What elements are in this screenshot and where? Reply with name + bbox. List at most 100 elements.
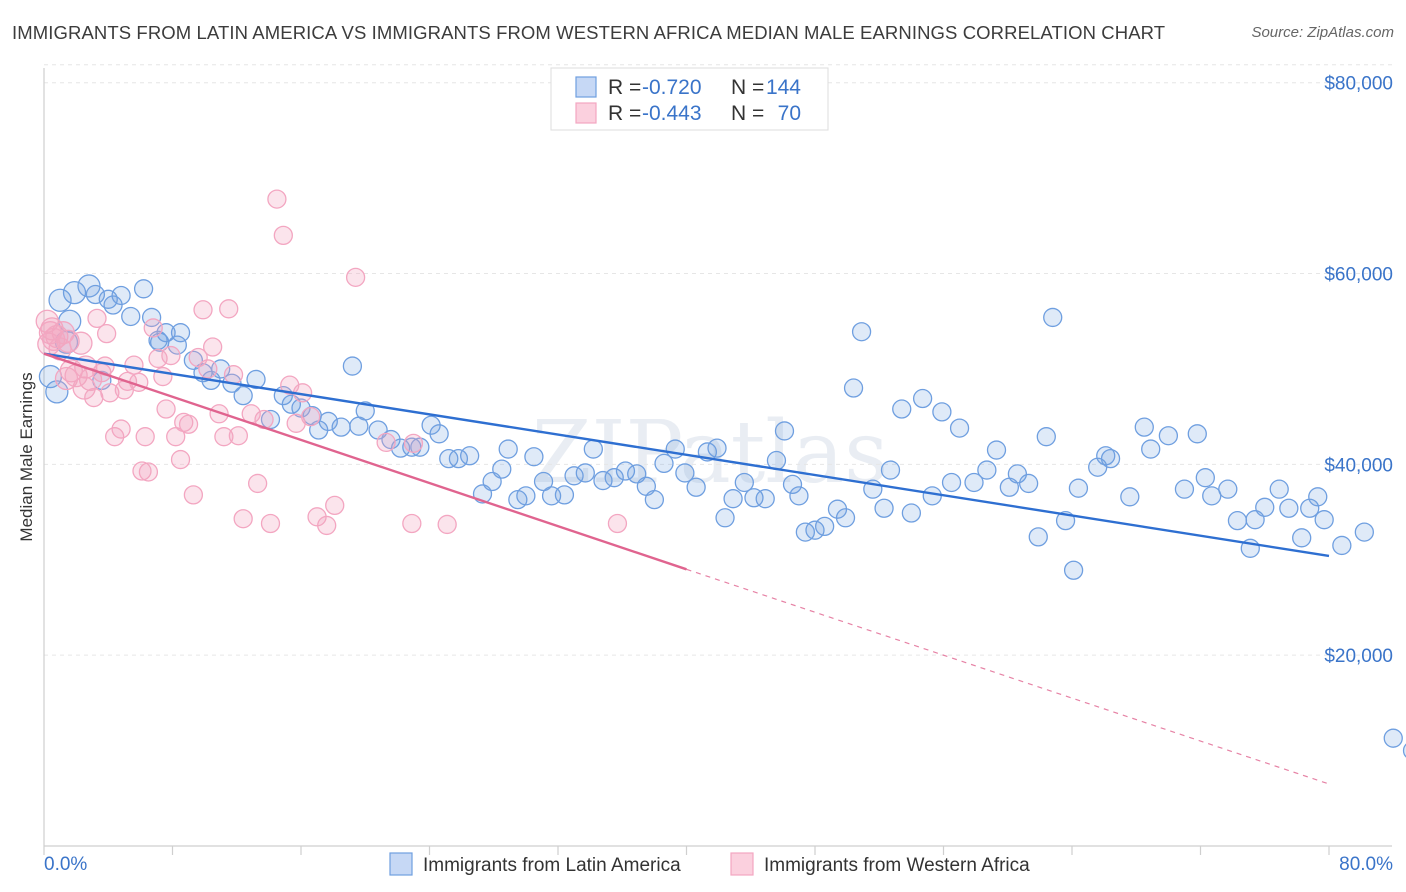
data-point: [782, 474, 803, 495]
legend-box: [550, 67, 829, 131]
x-ticks: [43, 846, 1330, 855]
data-point: [246, 369, 266, 390]
x-tick-label-min: 0.0%: [44, 854, 87, 875]
data-point: [524, 447, 544, 467]
data-point: [133, 279, 154, 299]
data-point: [675, 463, 695, 483]
y-tick-label: $60,000: [1324, 265, 1393, 286]
series-latin-america-points: [38, 274, 1406, 758]
data-point: [644, 490, 665, 510]
trend-line-1: [43, 352, 687, 571]
series-legend: Immigrants from Latin America Immigrants…: [389, 852, 1030, 876]
data-point: [138, 462, 159, 482]
data-point: [1174, 479, 1195, 499]
bottom-legend-swatch-latin-america: [389, 852, 413, 876]
data-point: [1096, 446, 1116, 466]
data-point: [223, 365, 244, 385]
data-point: [1279, 498, 1299, 518]
data-point: [193, 300, 213, 320]
trend-lines: [43, 352, 1330, 785]
data-point: [715, 508, 735, 528]
data-point: [1227, 510, 1248, 531]
legend-n-label-1: N =: [731, 102, 764, 125]
data-point: [851, 322, 872, 342]
data-point: [977, 460, 997, 480]
legend-r-label-0: R =: [608, 76, 641, 99]
data-point: [1120, 487, 1140, 507]
data-point: [1158, 426, 1179, 446]
data-point: [460, 446, 480, 466]
data-point: [880, 460, 901, 480]
legend-r-value-0: -0.720: [642, 76, 702, 99]
data-point: [516, 486, 536, 506]
y-axis-label: Median Male Earnings: [17, 372, 36, 541]
data-point: [686, 477, 706, 497]
data-point: [949, 418, 970, 438]
chart-title: IMMIGRANTS FROM LATIN AMERICA VS IMMIGRA…: [12, 22, 1166, 43]
data-point: [228, 426, 249, 446]
data-point: [331, 417, 351, 437]
data-point: [1202, 486, 1222, 506]
data-point: [615, 461, 636, 481]
grid-lines: [44, 64, 1392, 656]
data-point: [100, 383, 120, 403]
data-point: [774, 421, 795, 441]
trend-line-extension-1: [686, 568, 1330, 785]
data-point: [1255, 497, 1275, 517]
data-point: [922, 486, 942, 506]
data-point: [325, 495, 345, 516]
data-point: [1134, 417, 1154, 437]
data-point: [376, 432, 396, 453]
data-point: [437, 514, 457, 535]
data-point: [247, 473, 268, 494]
data-point: [986, 440, 1007, 460]
data-point: [912, 388, 933, 409]
data-point: [1292, 528, 1312, 548]
data-point: [170, 449, 191, 470]
data-point: [132, 461, 152, 481]
data-point: [1383, 728, 1403, 748]
data-point: [932, 402, 952, 422]
data-point: [345, 267, 366, 287]
data-point: [892, 399, 912, 419]
data-point: [1043, 307, 1063, 328]
data-point: [161, 345, 181, 366]
y-tick-label: $80,000: [1324, 74, 1393, 95]
data-point: [69, 331, 93, 355]
data-point: [498, 439, 518, 459]
data-point: [1141, 439, 1161, 459]
data-point: [203, 337, 223, 357]
data-point: [1218, 479, 1238, 499]
data-point: [1332, 535, 1352, 556]
data-point: [1354, 522, 1374, 542]
data-point: [124, 355, 144, 375]
data-point: [183, 485, 204, 505]
y-tick-label: $20,000: [1324, 646, 1393, 667]
data-point: [1068, 478, 1089, 498]
data-point: [665, 439, 685, 459]
data-point: [167, 335, 187, 355]
data-point: [448, 448, 469, 469]
data-point: [260, 513, 281, 534]
data-point: [219, 299, 239, 319]
data-point: [843, 378, 864, 398]
data-point: [654, 453, 674, 474]
data-point: [403, 433, 424, 454]
data-point: [355, 401, 375, 421]
data-point: [342, 356, 363, 376]
data-point: [111, 419, 131, 439]
data-point: [233, 509, 253, 529]
data-point: [111, 285, 131, 306]
data-point: [805, 520, 825, 540]
data-point: [554, 485, 575, 505]
data-point: [1028, 527, 1048, 547]
data-point: [1195, 468, 1215, 488]
data-point: [734, 472, 754, 493]
data-point: [901, 503, 922, 523]
data-point: [77, 274, 101, 298]
data-point: [45, 380, 69, 404]
data-point: [121, 306, 141, 327]
data-point: [105, 427, 125, 447]
bottom-legend-swatch-western-africa: [730, 852, 754, 876]
